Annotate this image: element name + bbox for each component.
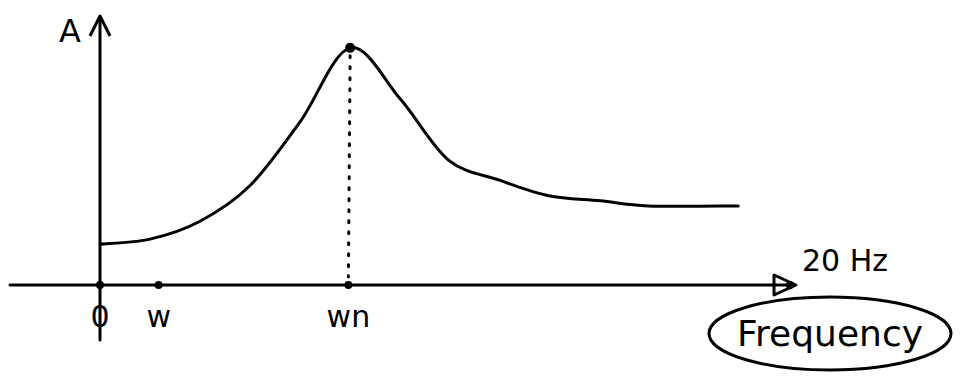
x-tick-label: wn — [327, 299, 371, 334]
x-tick — [786, 281, 794, 289]
x-arrow — [774, 275, 796, 295]
y-axis — [99, 18, 102, 340]
x-tick-label: 20 Hz — [802, 243, 888, 278]
x-tick — [344, 281, 352, 289]
x-axis-label: Frequency — [737, 313, 923, 354]
x-tick — [96, 281, 104, 289]
plot-area — [100, 43, 738, 277]
chart: A 0 w wn 20 Hz Frequency — [0, 0, 979, 386]
peak-dot — [345, 43, 355, 53]
x-label-circle — [709, 297, 951, 370]
x-tick-label: w — [146, 299, 171, 334]
x-tick-label: 0 — [90, 299, 109, 334]
response-curve — [100, 48, 738, 245]
y-axis-label: A — [59, 12, 81, 50]
peak-guide — [348, 56, 350, 277]
x-tick — [155, 281, 163, 289]
y-arrow — [90, 16, 110, 36]
x-axis — [10, 284, 790, 287]
